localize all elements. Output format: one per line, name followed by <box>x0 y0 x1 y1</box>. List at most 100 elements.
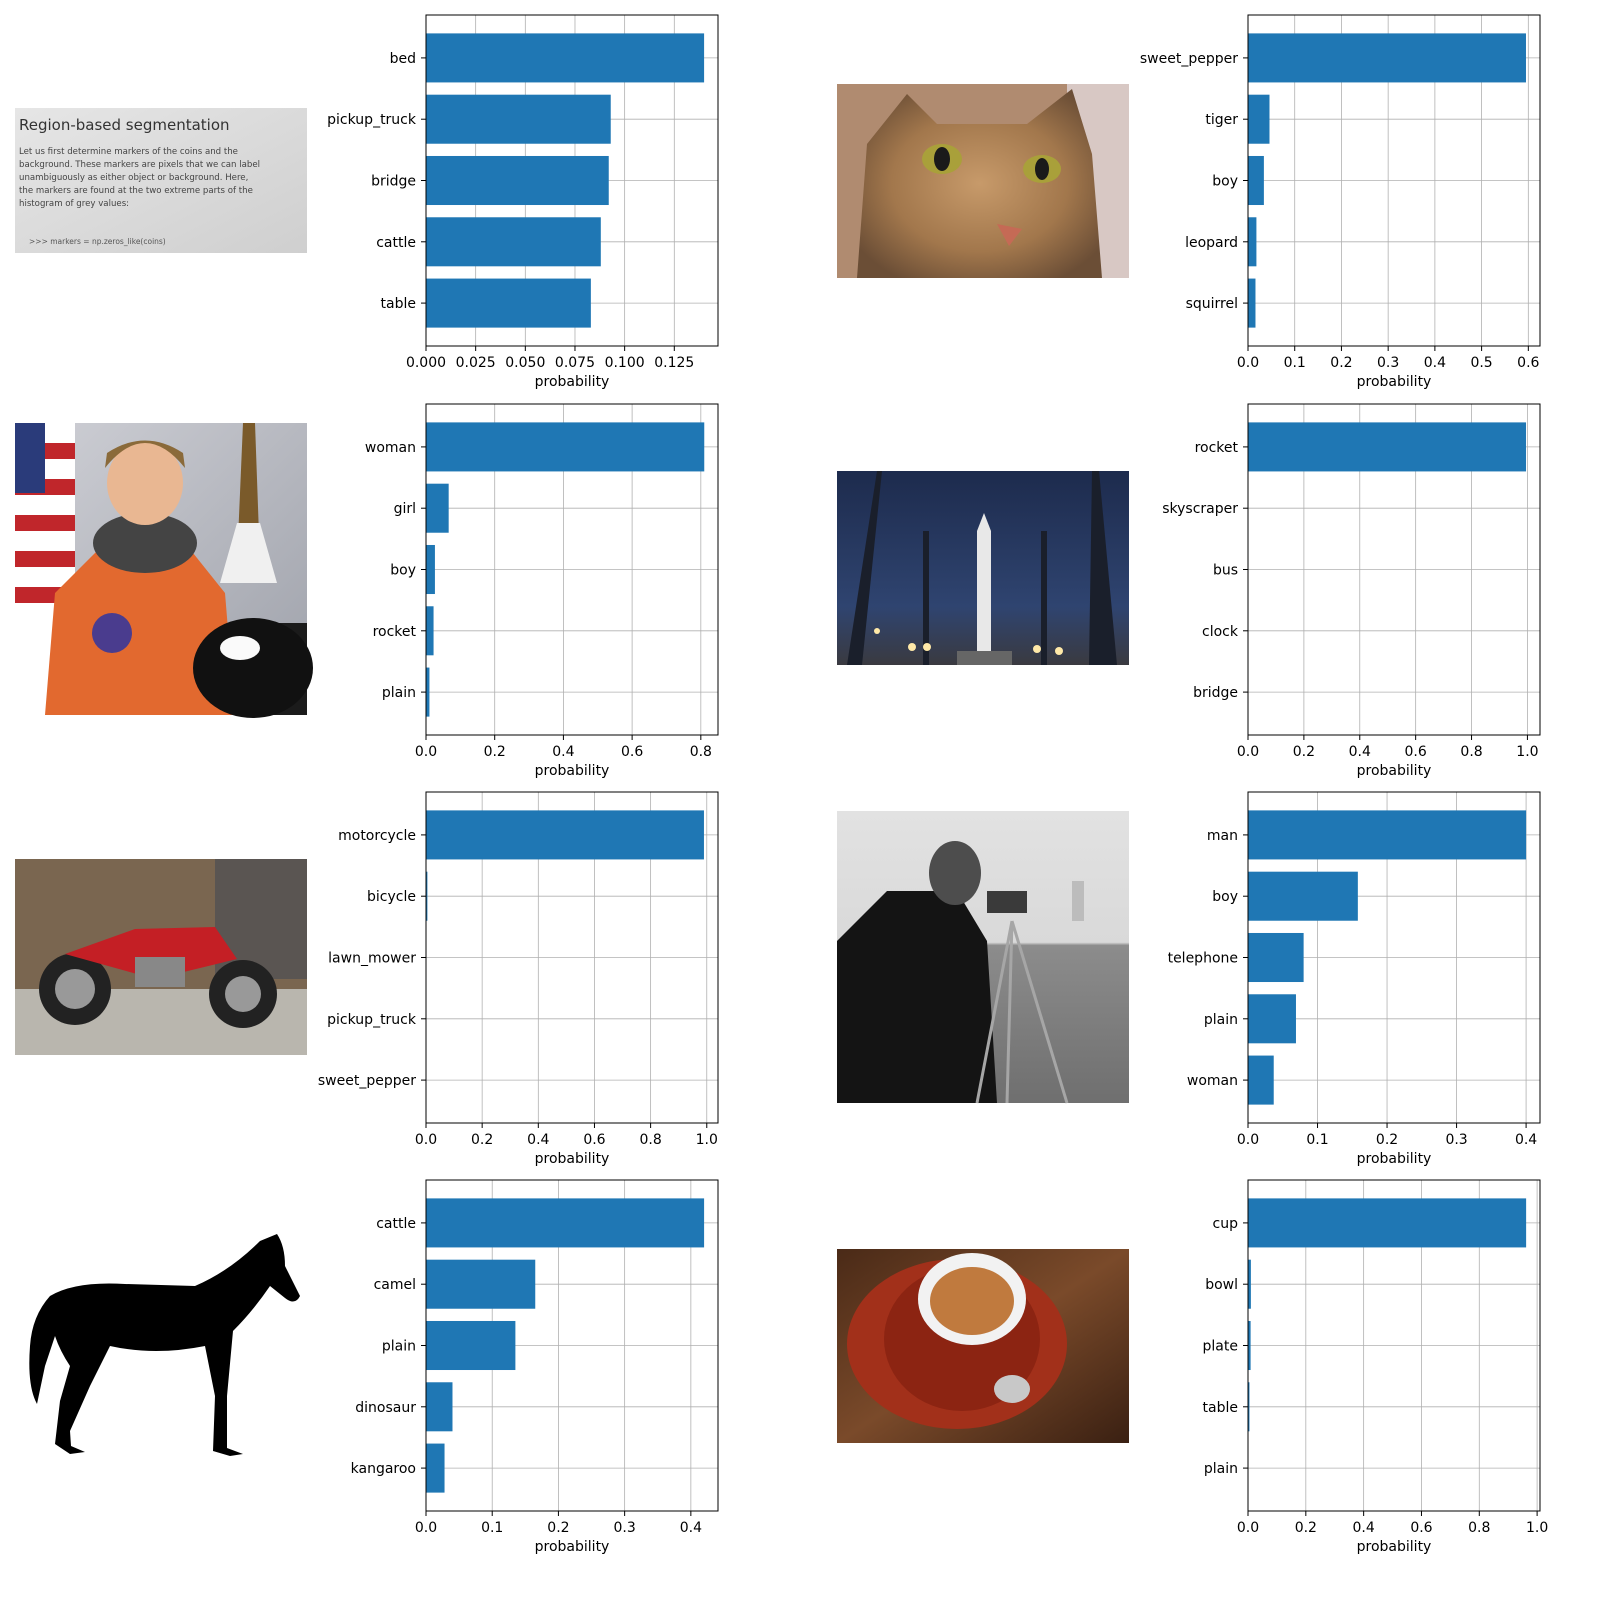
text-page-photo: Region-based segmentation Let us first d… <box>15 108 307 253</box>
x-tick-label: 1.0 <box>1526 1520 1548 1536</box>
category-label: cattle <box>376 1216 416 1232</box>
photo-text-line: background. These markers are pixels tha… <box>19 160 260 170</box>
photo-caption: Region-based segmentation <box>19 116 230 134</box>
category-label: kangaroo <box>351 1461 416 1477</box>
x-tick-label: 0.100 <box>605 355 645 371</box>
x-tick-label: 0.075 <box>555 355 595 371</box>
bar <box>1248 1055 1274 1105</box>
bar <box>1248 810 1527 860</box>
x-tick-label: 0.0 <box>415 1520 437 1536</box>
category-label: plain <box>1204 1461 1238 1477</box>
x-tick-label: 0.2 <box>1295 1520 1317 1536</box>
bar <box>426 871 428 921</box>
category-label: boy <box>1212 174 1238 190</box>
x-axis-label: probability <box>1357 374 1432 390</box>
category-label: squirrel <box>1186 296 1238 312</box>
horse-silhouette <box>29 1234 301 1456</box>
bar <box>426 1320 516 1371</box>
motorcycle-photo <box>15 859 307 1055</box>
bar <box>1248 217 1257 267</box>
bar <box>1248 1320 1251 1371</box>
axes-frame <box>425 1179 719 1512</box>
x-tick-label: 0.1 <box>481 1520 503 1536</box>
bar <box>426 1443 445 1493</box>
bar <box>1248 1198 1527 1248</box>
bar <box>1248 278 1256 328</box>
x-tick-label: 0.4 <box>1515 1132 1537 1148</box>
bar <box>1248 994 1296 1044</box>
category-label: dinosaur <box>355 1400 416 1416</box>
category-label: leopard <box>1185 235 1238 251</box>
axes-frame <box>1247 791 1541 1124</box>
x-tick-label: 0.4 <box>1353 1520 1375 1536</box>
category-label: bus <box>1213 563 1238 579</box>
category-label: woman <box>1187 1073 1238 1089</box>
bar <box>426 606 434 656</box>
x-tick-label: 0.6 <box>1410 1520 1432 1536</box>
x-tick-label: 0.0 <box>1237 1520 1259 1536</box>
category-label: sweet_pepper <box>318 1073 416 1089</box>
bar <box>426 1259 536 1309</box>
category-label: bridge <box>371 174 416 190</box>
photo-text-line: the markers are found at the two extreme… <box>19 186 253 196</box>
axes-frame <box>425 791 719 1124</box>
x-tick-label: 0.1 <box>1284 355 1306 371</box>
x-tick-label: 0.4 <box>1424 355 1446 371</box>
bar-chart-0: 0.000 0.025 0.050 0.075 0.100 0.125 bed pickup_… <box>327 14 719 390</box>
axes-frame <box>1247 1179 1541 1512</box>
bar <box>426 278 591 328</box>
category-label: cup <box>1213 1216 1239 1232</box>
x-tick-label: 0.6 <box>583 1132 605 1148</box>
bar-chart-5: 0.0 0.1 0.2 0.3 0.4 man boy telephone plain woman… <box>1168 791 1541 1167</box>
x-tick-label: 0.4 <box>552 744 574 760</box>
x-tick-label: 0.0 <box>1237 355 1259 371</box>
coffee-cup-photo <box>837 1249 1129 1443</box>
bar <box>426 544 435 595</box>
x-tick-label: 0.6 <box>1405 744 1427 760</box>
category-label: telephone <box>1168 951 1238 967</box>
x-tick-label: 0.4 <box>680 1520 702 1536</box>
x-tick-label: 0.2 <box>1330 355 1352 371</box>
category-label: plain <box>382 685 416 701</box>
bar <box>1248 871 1358 921</box>
x-axis-label: probability <box>1357 763 1432 779</box>
category-label: rocket <box>1195 440 1239 456</box>
x-tick-label: 0.000 <box>406 355 446 371</box>
x-axis-label: probability <box>535 763 610 779</box>
x-tick-label: 0.3 <box>614 1520 636 1536</box>
category-label: camel <box>374 1277 416 1293</box>
category-label: plain <box>382 1339 416 1355</box>
category-label: pickup_truck <box>327 1012 417 1028</box>
category-label: man <box>1207 828 1238 844</box>
category-label: girl <box>394 501 416 517</box>
x-tick-label: 1.0 <box>1516 744 1538 760</box>
x-tick-label: 0.8 <box>1460 744 1482 760</box>
photo-text-line: histogram of grey values: <box>19 199 129 209</box>
category-label: woman <box>365 440 416 456</box>
x-tick-label: 1.0 <box>696 1132 718 1148</box>
x-axis-label: probability <box>1357 1151 1432 1167</box>
x-tick-label: 0.8 <box>639 1132 661 1148</box>
x-tick-label: 0.2 <box>1376 1132 1398 1148</box>
category-label: lawn_mower <box>328 951 416 967</box>
axes-frame <box>425 403 719 736</box>
bar <box>1248 932 1304 983</box>
x-axis-label: probability <box>535 1151 610 1167</box>
category-label: table <box>381 296 416 312</box>
category-label: bridge <box>1193 685 1238 701</box>
x-tick-label: 0.2 <box>547 1520 569 1536</box>
x-tick-label: 0.6 <box>1517 355 1539 371</box>
x-axis-label: probability <box>535 1539 610 1555</box>
x-tick-label: 0.4 <box>1349 744 1371 760</box>
x-tick-label: 0.0 <box>1237 744 1259 760</box>
cameraman-photo <box>837 811 1129 1104</box>
bar-chart-2: 0.0 0.2 0.4 0.6 0.8 woman girl boy rocket plain pr… <box>365 403 719 779</box>
x-tick-label: 0.2 <box>1293 744 1315 760</box>
category-label: boy <box>390 563 416 579</box>
category-label: pickup_truck <box>327 112 417 128</box>
category-label: bicycle <box>367 889 416 905</box>
bar <box>1248 1259 1251 1309</box>
category-label: rocket <box>373 624 417 640</box>
bar <box>1248 94 1270 144</box>
